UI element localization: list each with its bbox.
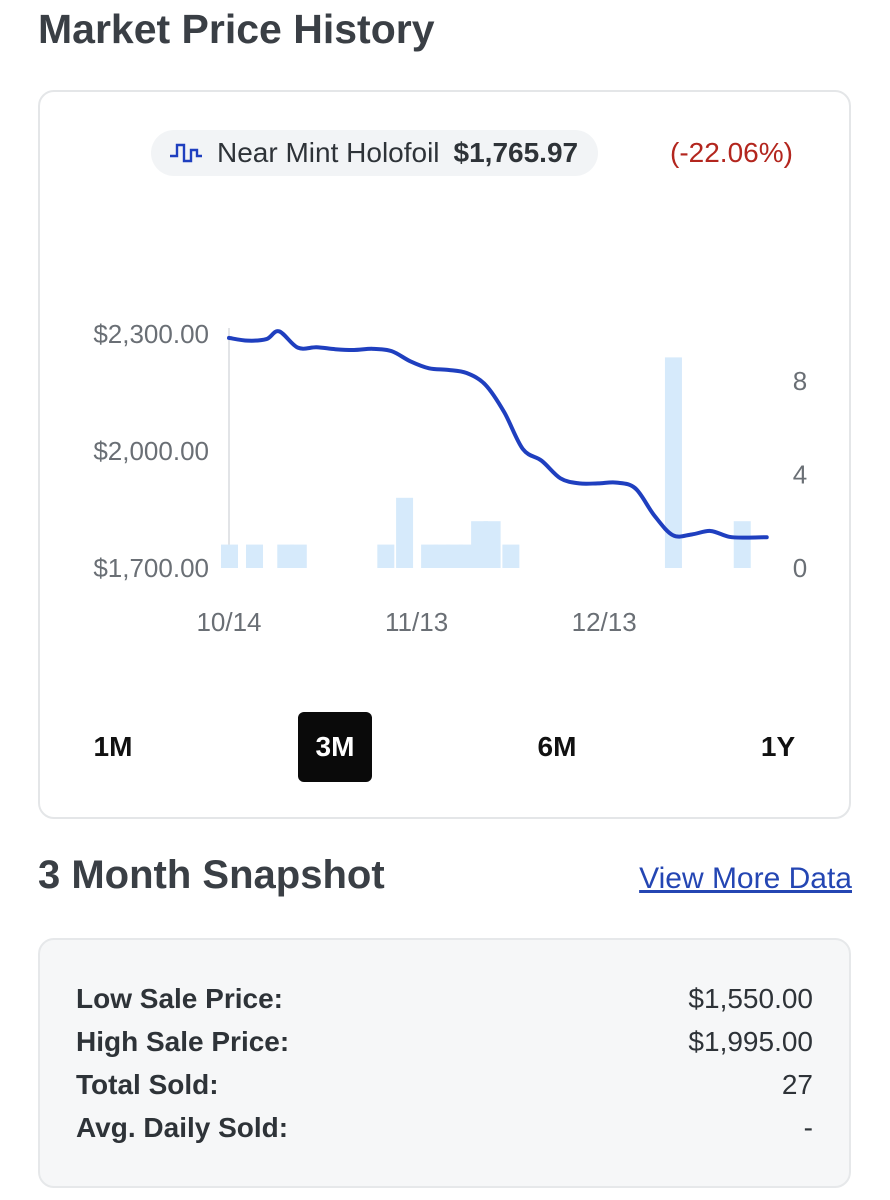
price-change: (-22.06%): [670, 137, 793, 168]
volume-bar: [221, 544, 238, 568]
volume-bar: [483, 521, 501, 568]
price-chart: $2,300.00 $2,000.00 $1,700.00 8 4 0 10/14 11/13…: [93, 319, 807, 637]
range-button-1m[interactable]: 1M: [93, 731, 133, 762]
volume-bar: [289, 544, 307, 568]
snapshot-row-value: -: [803, 1111, 813, 1143]
y-right-tick-label: 8: [793, 366, 807, 396]
snapshot-card: Low Sale Price: $1,550.00 High Sale Price:…: [38, 938, 851, 1188]
snapshot-title: 3 Month Snapshot: [38, 853, 385, 897]
y-right-tick-label: 4: [793, 459, 807, 489]
range-button-1y[interactable]: 1Y: [760, 731, 796, 762]
snapshot-row-value: $1,995.00: [688, 1025, 813, 1057]
volume-bar: [396, 497, 414, 568]
snapshot-row-label: Total Sold:: [76, 1068, 219, 1100]
page-title: Market Price History: [38, 6, 435, 52]
view-more-data-link[interactable]: View More Data: [639, 862, 852, 895]
current-price: $1,765.97: [453, 137, 579, 168]
snapshot-row: Total Sold: 27: [76, 1063, 813, 1106]
snapshot-row-label: High Sale Price:: [76, 1025, 290, 1057]
snapshot-row-value: 27: [781, 1068, 813, 1100]
y-right-tick-label: 0: [793, 553, 807, 583]
price-history-card: Near Mint Holofoil $1,765.97 (-22.06%) $…: [38, 90, 851, 819]
snapshot-row-label: Avg. Daily Sold:: [76, 1111, 289, 1143]
volume-bar: [246, 544, 264, 568]
snapshot-row: Low Sale Price: $1,550.00: [76, 977, 813, 1020]
series-legend[interactable]: Near Mint Holofoil $1,765.97: [151, 130, 599, 176]
snapshot-row-label: Low Sale Price:: [76, 982, 283, 1014]
range-button-6m[interactable]: 6M: [537, 731, 577, 762]
volume-bar: [377, 544, 395, 568]
price-line: [227, 329, 769, 540]
volume-bar: [502, 544, 520, 568]
snapshot-row: High Sale Price: $1,995.00: [76, 1020, 813, 1063]
y-left-tick-label: $2,000.00: [93, 436, 209, 466]
x-tick-label: 10/14: [196, 607, 261, 637]
snapshot-row: Avg. Daily Sold: -: [76, 1106, 813, 1149]
snapshot-row-value: $1,550.00: [688, 982, 813, 1014]
y-left-tick-label: $1,700.00: [93, 553, 209, 583]
range-button-3m[interactable]: 3M: [298, 712, 372, 782]
line-chart-icon: [169, 140, 203, 166]
volume-bar: [733, 521, 751, 568]
x-tick-label: 11/13: [385, 607, 448, 637]
x-tick-label: 12/13: [572, 607, 637, 637]
volume-bar: [664, 357, 682, 568]
series-name: Near Mint Holofoil: [217, 137, 440, 168]
y-left-tick-label: $2,300.00: [93, 319, 209, 349]
